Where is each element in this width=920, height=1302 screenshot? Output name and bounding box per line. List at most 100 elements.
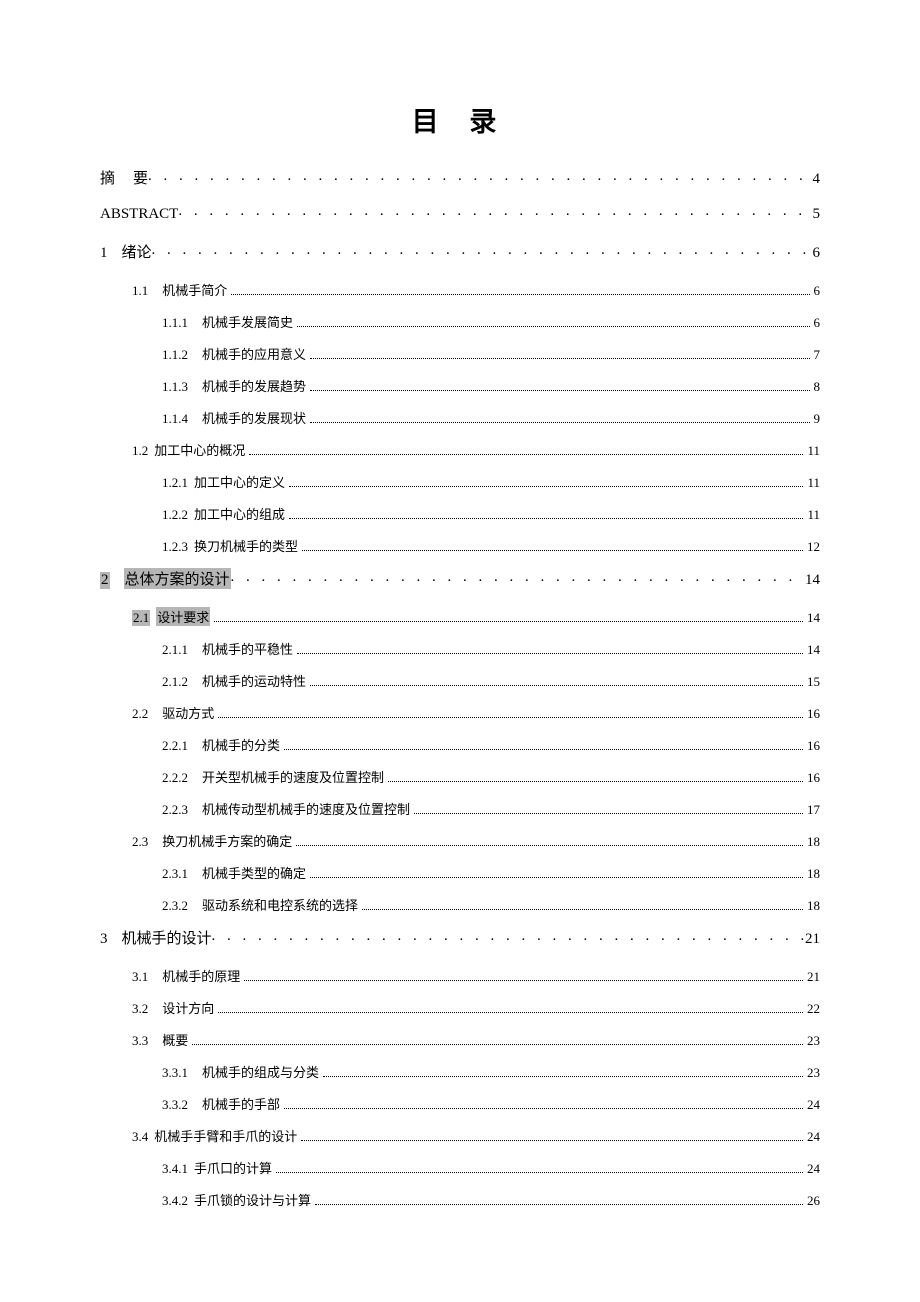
- toc-entry-number: 2: [100, 572, 110, 589]
- toc-entry-page: 9: [814, 411, 821, 427]
- toc-entry-page: 21: [807, 969, 820, 985]
- toc-entry-label: 要: [133, 167, 148, 188]
- toc-entry-label: 设计方向: [162, 998, 214, 1017]
- toc-entry-label: 机械手的手部: [202, 1094, 280, 1113]
- toc-entry-label: 手爪锁的设计与计算: [194, 1190, 311, 1209]
- toc-entry: 3.1机械手的原理21: [100, 966, 820, 985]
- toc-entry-label: 绪论: [122, 241, 152, 262]
- toc-entry-number: 1.2.2: [162, 507, 188, 523]
- toc-leader: [218, 1012, 803, 1013]
- toc-entry-page: 24: [807, 1161, 820, 1177]
- toc-entry-page: 14: [807, 642, 820, 658]
- toc-leader: [414, 813, 803, 814]
- toc-entry-page: 21: [805, 931, 820, 948]
- toc-entry: 1.1.3机械手的发展趋势8: [100, 376, 820, 395]
- toc-entry-page: 6: [814, 283, 821, 299]
- toc-entry-page: 4: [813, 171, 821, 188]
- toc-leader: [362, 909, 803, 910]
- toc-entry-number: 3: [100, 931, 108, 948]
- toc-entry-label: 加工中心的组成: [194, 504, 285, 523]
- toc-entry: 3.3.1机械手的组成与分类23: [100, 1062, 820, 1081]
- toc-entry-page: 16: [807, 738, 820, 754]
- toc-entry-number: 1.1.4: [162, 411, 188, 427]
- toc-entry-number: 2.2.1: [162, 738, 188, 754]
- toc-entry-label: 手爪口的计算: [194, 1158, 272, 1177]
- toc-leader: [178, 206, 812, 220]
- toc-entry-label: 总体方案的设计: [124, 568, 231, 589]
- toc-entry-number: 2.3.1: [162, 866, 188, 882]
- toc-entry-page: 12: [807, 539, 820, 555]
- toc-leader: [323, 1076, 803, 1077]
- toc-entry-number: 3.4: [132, 1129, 148, 1145]
- toc-leader: [315, 1204, 803, 1205]
- toc-entry-label: 机械手发展简史: [202, 312, 293, 331]
- toc-entry: 3.4.1手爪口的计算24: [100, 1158, 820, 1177]
- toc-entry-number: 1.2.1: [162, 475, 188, 491]
- toc-entry: 2.2.1 机械手的分类 16: [100, 735, 820, 754]
- toc-entry-page: 14: [807, 610, 820, 626]
- toc-entry-page: 6: [813, 245, 821, 262]
- toc-leader: [249, 454, 803, 455]
- toc-entry: 1 绪论 6: [100, 241, 820, 262]
- toc-entry-label: 机械手的平稳性: [202, 639, 293, 658]
- toc-entry: 2.2.2开关型机械手的速度及位置控制16: [100, 767, 820, 786]
- toc-entry-page: 16: [807, 706, 820, 722]
- toc-entry-number: 3.3.2: [162, 1097, 188, 1113]
- toc-entry: 2.1设计要求14: [100, 607, 820, 626]
- toc-leader: [297, 653, 803, 654]
- toc-entry-page: 5: [813, 206, 821, 223]
- toc-leader: [310, 685, 803, 686]
- toc-leader: [310, 877, 803, 878]
- toc-entry: 1.2加工中心的概况11: [100, 440, 820, 459]
- toc-entry-number: 2.2: [132, 706, 148, 722]
- toc-entry-label: 换刀机械手方案的确定: [162, 831, 292, 850]
- toc-leader: [231, 294, 809, 295]
- toc-title: 目 录: [100, 100, 820, 139]
- toc-entry: 3.2 设计方向 22: [100, 998, 820, 1017]
- toc-entry: 3.3概要23: [100, 1030, 820, 1049]
- toc-leader: [192, 1044, 803, 1045]
- toc-leader: [310, 422, 809, 423]
- toc-leader: [296, 845, 803, 846]
- toc-entry-number: 3.3.1: [162, 1065, 188, 1081]
- toc-entry-number: 1.1.3: [162, 379, 188, 395]
- toc-entry-number: 1.1.1: [162, 315, 188, 331]
- toc-entry-number: 2.1.1: [162, 642, 188, 658]
- toc-entry-number: 1.2: [132, 443, 148, 459]
- toc-leader: [310, 358, 809, 359]
- toc-leader: [244, 980, 803, 981]
- toc-leader: [218, 717, 803, 718]
- toc-entry-label: 机械手的分类: [202, 735, 280, 754]
- toc-entry-label: 机械手简介: [162, 280, 227, 299]
- toc-entry: 2.3换刀机械手方案的确定18: [100, 831, 820, 850]
- toc-leader: [310, 390, 809, 391]
- toc-entry-label: 机械手的组成与分类: [202, 1062, 319, 1081]
- toc-entry-page: 16: [807, 770, 820, 786]
- toc-entry: 1.2.2加工中心的组成11: [100, 504, 820, 523]
- toc-entry: 2总体方案的设计14: [100, 568, 820, 589]
- toc-entry-label: 机械手类型的确定: [202, 863, 306, 882]
- toc-entry-label: 换刀机械手的类型: [194, 536, 298, 555]
- toc-entry-number: 2.1: [132, 610, 150, 626]
- toc-leader: [302, 550, 803, 551]
- toc-entry-label: 开关型机械手的速度及位置控制: [202, 767, 384, 786]
- toc-entry-label: 驱动系统和电控系统的选择: [202, 895, 358, 914]
- toc-entry-page: 22: [807, 1001, 820, 1017]
- toc-entry: 3.4机械手手臂和手爪的设计24: [100, 1126, 820, 1145]
- toc-entry-page: 18: [807, 866, 820, 882]
- toc-entry-page: 11: [807, 443, 820, 459]
- toc-entry-page: 18: [807, 834, 820, 850]
- toc-entry-number: 3.2: [132, 1001, 148, 1017]
- toc-entry-page: 7: [814, 347, 821, 363]
- toc-leader: [289, 518, 803, 519]
- toc-entry-number: 1: [100, 245, 108, 262]
- toc-leader: [284, 1108, 803, 1109]
- toc-entry-page: 15: [807, 674, 820, 690]
- toc-entry: 2.1.1 机械手的平稳性 14: [100, 639, 820, 658]
- toc-entry-number: 1.1.2: [162, 347, 188, 363]
- toc-entry-label: 机械手的原理: [162, 966, 240, 985]
- toc-entry-label: 机械手的运动特性: [202, 671, 306, 690]
- toc-entry: 1.2.3换刀机械手的类型12: [100, 536, 820, 555]
- toc-entry-label: 概要: [162, 1030, 188, 1049]
- toc-entry-number: 摘: [100, 167, 115, 188]
